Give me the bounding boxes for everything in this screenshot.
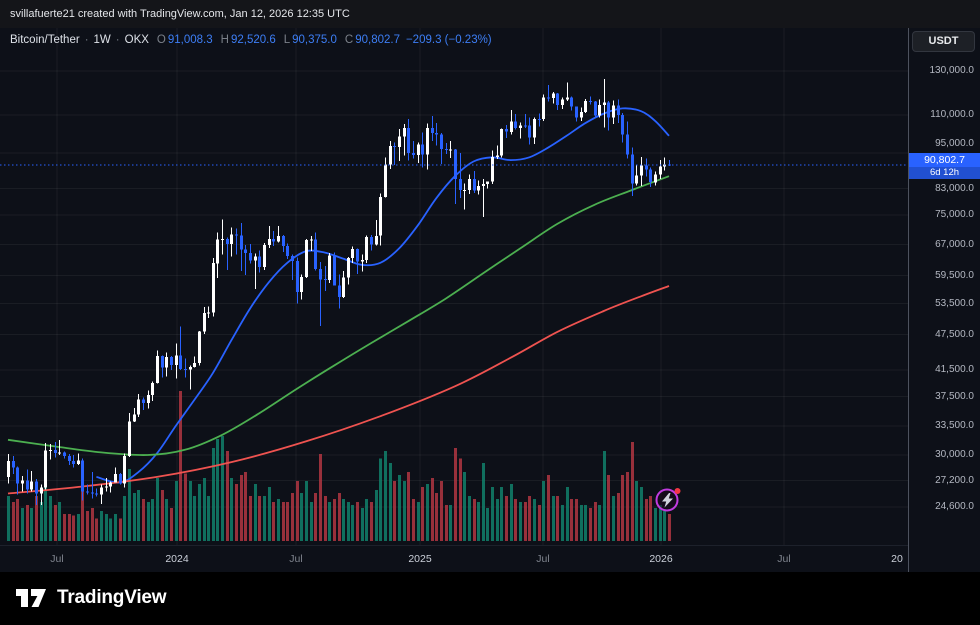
high-label: H (220, 34, 229, 46)
separator-dot: · (84, 34, 89, 46)
price-axis-label: 95,000.0 (935, 138, 974, 149)
high-value: 92,520.6 (230, 34, 276, 46)
price-axis[interactable]: USDT 90,802.7 6d 12h 130,000.0 110,000.0 9… (908, 28, 980, 572)
symbol-info-row: Bitcoin/Tether · 1W · OKX O 91,008.3 H 92,520.6 L… (10, 34, 492, 46)
currency-toggle-button[interactable]: USDT (912, 31, 975, 52)
bar-close-countdown: 6d 12h (909, 167, 980, 179)
change-value: −209.3 (−0.23%) (405, 34, 492, 46)
price-axis-label: 53,500.0 (935, 298, 974, 309)
symbol-name[interactable]: Bitcoin/Tether (10, 34, 80, 46)
candles (7, 78, 671, 505)
current-price-badge: 90,802.7 6d 12h (909, 153, 980, 179)
low-value: 90,375.0 (292, 34, 337, 46)
time-axis[interactable]: Jul 2024 Jul 2025 Jul 2026 Jul 20 (0, 545, 908, 572)
volume-bars (7, 391, 671, 541)
branding-bar: TradingView (0, 572, 980, 625)
low-label: L (283, 34, 291, 46)
price-axis-label: 75,000.0 (935, 209, 974, 220)
attribution-bar: svillafuerte21 created with TradingView.… (0, 0, 980, 28)
time-axis-label: 2026 (649, 553, 673, 565)
price-axis-label: 37,500.0 (935, 391, 974, 402)
price-axis-label: 33,500.0 (935, 420, 974, 431)
open-value: 91,008.3 (167, 34, 213, 46)
separator-dot: · (115, 34, 120, 46)
ma-line-mid (7, 175, 670, 456)
close-label: C (344, 34, 354, 46)
price-axis-label: 30,000.0 (935, 449, 974, 460)
lightning-bolt-icon (662, 493, 673, 508)
price-axis-label: 110,000.0 (930, 109, 974, 120)
time-axis-label: Jul (289, 553, 303, 565)
price-axis-label: 67,000.0 (935, 239, 974, 250)
price-axis-label: 24,600.0 (935, 501, 974, 512)
tradingview-wordmark: TradingView (57, 587, 167, 608)
ma-line-slow (7, 285, 670, 495)
price-axis-label: 27,200.0 (935, 475, 974, 486)
current-price-value: 90,802.7 (924, 154, 965, 166)
price-axis-label: 41,500.0 (935, 364, 974, 375)
attribution-text: svillafuerte21 created with TradingView.… (10, 8, 350, 20)
tradingview-logo[interactable]: TradingView (14, 585, 167, 611)
price-axis-label: 83,000.0 (935, 183, 974, 194)
interval-label[interactable]: 1W (93, 34, 111, 46)
price-chart[interactable] (0, 28, 908, 545)
time-axis-label: Jul (536, 553, 550, 565)
time-axis-label: 2024 (165, 553, 189, 565)
exchange-label[interactable]: OKX (124, 34, 149, 46)
time-axis-label: 20 (891, 553, 903, 565)
time-axis-label: 2025 (408, 553, 432, 565)
price-axis-label: 59,500.0 (935, 270, 974, 281)
volatility-event-icon[interactable] (654, 486, 682, 514)
time-axis-label: Jul (777, 553, 791, 565)
price-axis-label: 130,000.0 (929, 65, 975, 76)
tradingview-logo-mark (16, 589, 46, 607)
notification-dot (674, 488, 681, 494)
open-label: O (156, 34, 166, 46)
ma-line-fast (96, 107, 670, 484)
close-value: 90,802.7 (355, 34, 400, 46)
time-axis-label: Jul (50, 553, 64, 565)
price-axis-label: 47,500.0 (935, 329, 974, 340)
